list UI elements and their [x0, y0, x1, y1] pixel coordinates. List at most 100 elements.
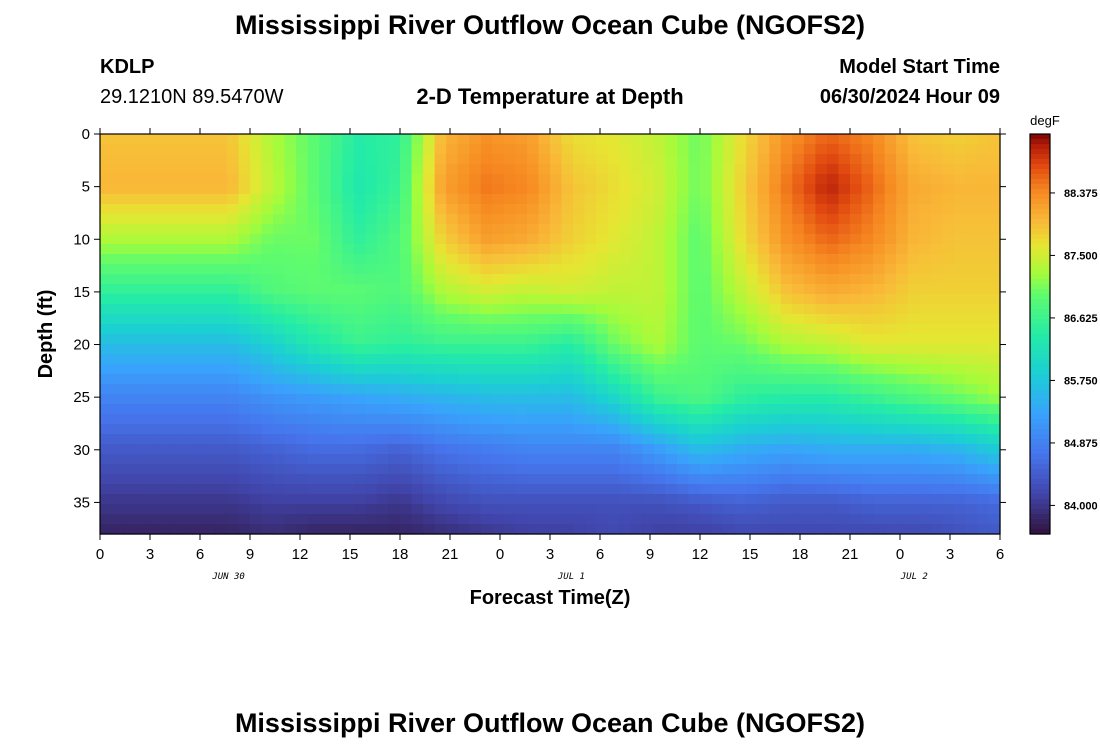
heatmap-cell [873, 304, 886, 315]
heatmap-cell [261, 344, 274, 355]
heatmap-cell [307, 344, 320, 355]
heatmap-cell [180, 244, 193, 255]
bottom-title: Mississippi River Outflow Ocean Cube (NG… [234, 708, 866, 738]
heatmap-cell [988, 454, 1001, 465]
heatmap-cell [734, 324, 747, 335]
heatmap-cell [250, 194, 263, 205]
heatmap-cell [526, 324, 540, 335]
heatmap-cell [411, 474, 424, 485]
heatmap-cell [515, 254, 528, 265]
heatmap-cell [907, 424, 920, 435]
heatmap-cell [319, 354, 332, 365]
heatmap-cell [215, 174, 228, 185]
colorbar-tick-label: 88.375 [1064, 188, 1098, 200]
x-tick-label: 0 [896, 546, 904, 563]
heatmap-cell [203, 374, 216, 385]
heatmap-cell [538, 464, 551, 475]
heatmap-cell [146, 224, 159, 235]
heatmap-cell [803, 274, 816, 285]
heatmap-cell [884, 494, 897, 505]
heatmap-cell [146, 134, 159, 145]
heatmap-cell [180, 384, 193, 395]
heatmap-cell [307, 424, 320, 435]
heatmap-cell [203, 154, 216, 165]
heatmap-cell [642, 224, 655, 235]
heatmap-cell [100, 474, 113, 485]
heatmap-cell [273, 204, 286, 215]
heatmap-cell [284, 434, 297, 445]
heatmap-cell [803, 394, 816, 405]
heatmap-cell [503, 304, 516, 315]
heatmap-cell [180, 134, 193, 145]
heatmap-cell [169, 154, 182, 165]
colorbar-segment [1030, 169, 1050, 175]
heatmap-cell [469, 334, 482, 345]
heatmap-cell [873, 294, 886, 305]
heatmap-cell [515, 144, 528, 155]
heatmap-cell [411, 384, 424, 395]
heatmap-cell [965, 234, 978, 245]
heatmap-cell [226, 434, 240, 445]
heatmap-cell [630, 134, 643, 145]
heatmap-cell [492, 504, 505, 515]
heatmap-cell [284, 514, 297, 525]
heatmap-cell [238, 324, 251, 335]
heatmap-cell [319, 174, 332, 185]
heatmap-cell [238, 164, 251, 175]
heatmap-cell [342, 404, 355, 415]
heatmap-cell [792, 244, 805, 255]
heatmap-cell [123, 464, 136, 475]
heatmap-cell [215, 224, 228, 235]
heatmap-cell [573, 374, 586, 385]
heatmap-cell [480, 414, 493, 425]
heatmap-cell [561, 384, 574, 395]
heatmap-cell [238, 294, 251, 305]
heatmap-cell [515, 504, 528, 515]
heatmap-cell [434, 154, 447, 165]
heatmap-cell [296, 294, 309, 305]
heatmap-cell [676, 434, 690, 445]
heatmap-cell [584, 394, 597, 405]
heatmap-cell [665, 284, 678, 295]
heatmap-cell [250, 154, 263, 165]
heatmap-cell [457, 324, 470, 335]
heatmap-cell [100, 194, 113, 205]
heatmap-cell [157, 344, 170, 355]
heatmap-cell [826, 154, 840, 165]
x-tick-label: 6 [196, 546, 204, 563]
heatmap-cell [503, 264, 516, 275]
heatmap-cell [538, 154, 551, 165]
heatmap-cell [492, 364, 505, 375]
heatmap-cell [942, 494, 955, 505]
heatmap-cell [723, 444, 736, 455]
heatmap-cell [238, 494, 251, 505]
heatmap-cell [596, 404, 609, 415]
heatmap-cell [953, 144, 966, 155]
heatmap-cell [330, 134, 343, 145]
heatmap-cell [423, 434, 436, 445]
heatmap-cell [561, 434, 574, 445]
heatmap-cell [596, 384, 609, 395]
heatmap-cell [330, 304, 343, 315]
heatmap-cell [169, 474, 182, 485]
heatmap-cell [296, 384, 309, 395]
heatmap-cell [261, 164, 274, 175]
heatmap-cell [353, 144, 366, 155]
heatmap-cell [100, 164, 113, 175]
heatmap-cell [215, 434, 228, 445]
heatmap-cell [584, 274, 597, 285]
heatmap-cell [157, 184, 170, 195]
heatmap-cell [711, 224, 724, 235]
heatmap-cell [815, 304, 828, 315]
heatmap-cell [803, 324, 816, 335]
heatmap-cell [930, 184, 943, 195]
heatmap-cell [434, 204, 447, 215]
heatmap-cell [850, 374, 863, 385]
heatmap-cell [884, 404, 897, 415]
heatmap-cell [365, 414, 378, 425]
heatmap-cell [596, 264, 609, 275]
heatmap-cell [803, 354, 816, 365]
heatmap-cell [411, 224, 424, 235]
heatmap-cell [723, 304, 736, 315]
heatmap-cell [803, 234, 816, 245]
